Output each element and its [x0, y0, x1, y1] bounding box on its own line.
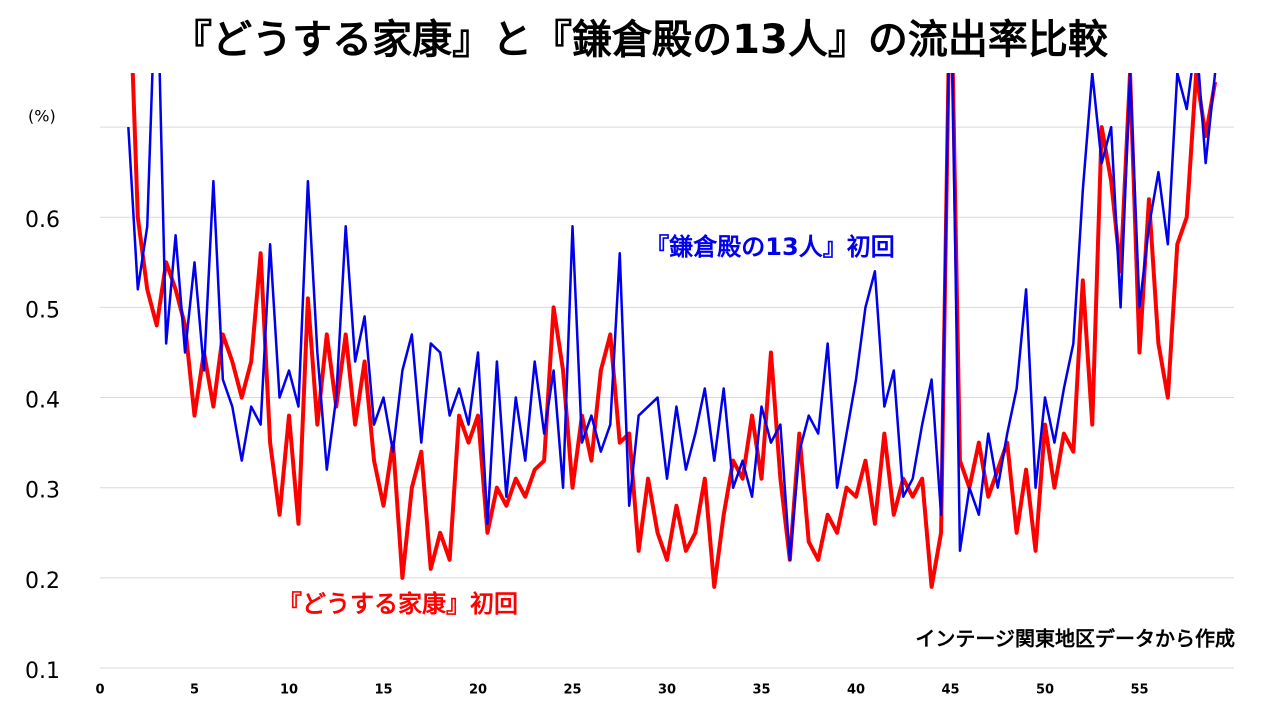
y-tick-label: 0.2	[25, 569, 60, 594]
x-tick-label: 20	[469, 683, 487, 698]
x-tick-label: 0	[95, 683, 104, 698]
y-tick-label: 0.3	[25, 479, 60, 504]
series-line	[130, 73, 1218, 589]
annotation: 『どうする家康』初回	[278, 590, 518, 618]
x-tick-label: 5	[190, 683, 199, 698]
x-tick-label: 15	[374, 683, 392, 698]
x-tick-label: 10	[280, 683, 298, 698]
annotation: 『鎌倉殿の13人』初回	[645, 233, 894, 261]
y-tick-label: 0.6	[25, 208, 60, 233]
y-tick-label: 0.5	[25, 298, 60, 323]
x-tick-label: 35	[752, 683, 770, 698]
series-line	[127, 73, 1217, 562]
x-tick-label: 25	[563, 683, 581, 698]
source-note: インテージ関東地区データから作成	[915, 627, 1235, 651]
x-tick-label: 55	[1130, 683, 1148, 698]
x-tick-label: 40	[847, 683, 865, 698]
x-tick-label: 30	[658, 683, 676, 698]
x-tick-label: 50	[1036, 683, 1054, 698]
y-tick-label: 0.4	[25, 389, 60, 414]
chart-title: 『どうする家康』と『鎌倉殿の13人』の流出率比較	[172, 17, 1109, 63]
x-tick-label: 45	[941, 683, 959, 698]
y-tick-label: (%)	[28, 107, 56, 126]
y-tick-label: 0.1	[25, 659, 60, 684]
